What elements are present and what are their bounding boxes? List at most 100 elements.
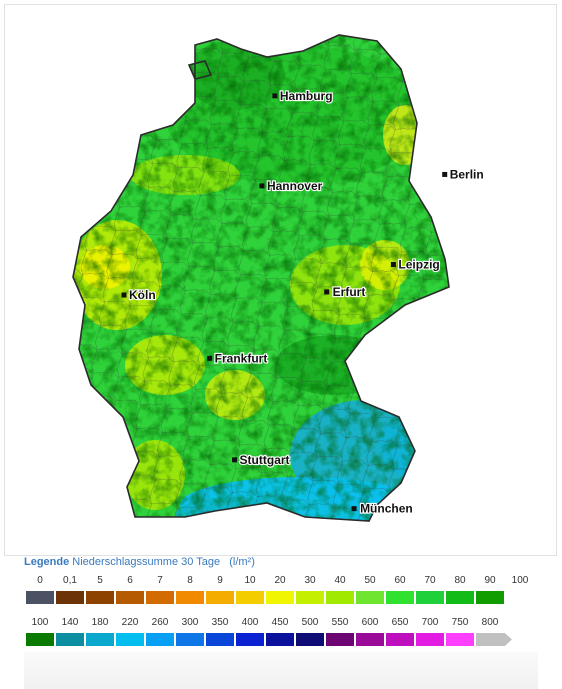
city-dot (207, 355, 213, 361)
precipitation-map: Hamburg Berlin Hannover Leipzig Köln Erfurt Fr… (72, 34, 485, 522)
city-dot (442, 171, 448, 177)
legend-tick-label: 100 (31, 617, 49, 628)
legend-color-swatch (176, 633, 204, 646)
city-label: Hamburg (280, 89, 333, 103)
legend-tick-label: 180 (91, 617, 109, 628)
legend-color-swatch (206, 633, 234, 646)
legend-tick-label: 600 (361, 617, 379, 628)
legend-tick-label: 0 (37, 575, 43, 586)
legend-tick-label: 50 (364, 575, 376, 586)
legend-tick-label: 0,1 (63, 575, 77, 586)
city-marker-hamburg: Hamburg (272, 88, 334, 104)
legend-tick-label: 300 (181, 617, 199, 628)
legend-color-swatch (86, 633, 114, 646)
legend-tick-label: 40 (334, 575, 346, 586)
legend-tick-label: 80 (454, 575, 466, 586)
city-marker-frankfurt: Frankfurt (207, 350, 268, 366)
legend-tick-label: 450 (271, 617, 289, 628)
legend-tick-label: 90 (484, 575, 496, 586)
legend-color-swatch (476, 591, 504, 604)
legend-color-swatch (26, 633, 54, 646)
legend-tick-label: 30 (304, 575, 316, 586)
legend-color-swatch (206, 591, 234, 604)
legend-color-swatch (266, 591, 294, 604)
legend-color-swatch (236, 591, 264, 604)
legend-color-swatch (416, 591, 444, 604)
legend-tick-label: 8 (187, 575, 193, 586)
city-dot (390, 261, 396, 267)
legend-color-swatch (356, 591, 384, 604)
city-marker-erfurt: Erfurt (324, 284, 366, 300)
legend-color-swatch (116, 633, 144, 646)
germany-border (72, 34, 450, 522)
city-label: Frankfurt (215, 351, 268, 365)
legend-color-swatch (116, 591, 144, 604)
city-dot (232, 457, 238, 463)
city-label: Köln (129, 288, 156, 302)
city-label: Stuttgart (240, 453, 290, 467)
legend-tick-label: 750 (451, 617, 469, 628)
city-label: Berlin (450, 167, 484, 181)
city-marker-kln: Köln (121, 287, 157, 303)
footer-band (24, 652, 538, 689)
legend-color-swatch (356, 633, 384, 646)
legend-unit: (l/m²) (229, 556, 255, 568)
legend-color-swatch (476, 633, 512, 646)
legend-tick-label: 220 (121, 617, 139, 628)
city-marker-berlin: Berlin (442, 166, 485, 183)
legend-tick-label: 60 (394, 575, 406, 586)
legend-tick-label: 650 (391, 617, 409, 628)
legend-tick-label: 800 (481, 617, 499, 628)
city-label: Erfurt (333, 285, 366, 299)
legend-tick-label: 6 (127, 575, 133, 586)
legend-color-swatch (326, 633, 354, 646)
city-layer: Hamburg Berlin Hannover Leipzig Köln Erfurt Fr… (121, 88, 485, 517)
legend-tick-label: 9 (217, 575, 223, 586)
legend-color-swatch (326, 591, 354, 604)
legend-color-swatch (56, 591, 84, 604)
city-marker-leipzig: Leipzig (390, 256, 441, 273)
legend-title: Legende (24, 556, 70, 568)
city-dot (324, 289, 330, 295)
legend-tick-label: 550 (331, 617, 349, 628)
legend-color-swatch (446, 633, 474, 646)
legend-color-swatch (146, 633, 174, 646)
legend-color-swatch (176, 591, 204, 604)
legend-tick-label: 7 (157, 575, 163, 586)
map-frame: Hamburg Berlin Hannover Leipzig Köln Erfurt Fr… (4, 4, 557, 556)
precipitation-fill (73, 35, 449, 521)
city-label: München (360, 502, 413, 516)
legend-tick-label: 5 (97, 575, 103, 586)
legend-tick-label: 700 (421, 617, 439, 628)
legend-title-row: Legende Niederschlagssumme 30 Tage (l/m²… (24, 556, 255, 568)
legend-color-swatch (146, 591, 174, 604)
legend-subtitle: Niederschlagssumme 30 Tage (72, 556, 221, 568)
city-dot (259, 183, 265, 189)
legend-color-swatch (266, 633, 294, 646)
city-label: Leipzig (398, 257, 439, 271)
legend-color-swatch (386, 633, 414, 646)
legend-color-swatch (236, 633, 264, 646)
legend-tick-label: 500 (301, 617, 319, 628)
legend-tick-label: 350 (211, 617, 229, 628)
city-label: Hannover (267, 179, 323, 193)
legend-tick-label: 100 (511, 575, 529, 586)
legend-tick-label: 70 (424, 575, 436, 586)
legend-color-swatch (386, 591, 414, 604)
legend-tick-label: 140 (61, 617, 79, 628)
city-marker-hannover: Hannover (259, 178, 324, 194)
legend-tick-label: 260 (151, 617, 169, 628)
city-marker-stuttgart: Stuttgart (232, 452, 291, 468)
legend-scale-1: 0 0,1 5 6 7 8 9 10 20 30 40 50 60 70 80 90 100 (24, 575, 528, 607)
legend-color-swatch (416, 633, 444, 646)
legend-tick-label: 10 (244, 575, 256, 586)
legend-scale-2: 100 140 180 220 260 300 350 400 450 500 550 600 650 7… (24, 617, 538, 649)
city-marker-mnchen: München (351, 501, 414, 517)
city-dot (351, 506, 357, 512)
legend-color-swatch (296, 633, 324, 646)
city-dot (121, 292, 127, 298)
legend-color-swatch (86, 591, 114, 604)
legend-color-swatch (296, 591, 324, 604)
legend-color-swatch (446, 591, 474, 604)
legend-tick-label: 20 (274, 575, 286, 586)
